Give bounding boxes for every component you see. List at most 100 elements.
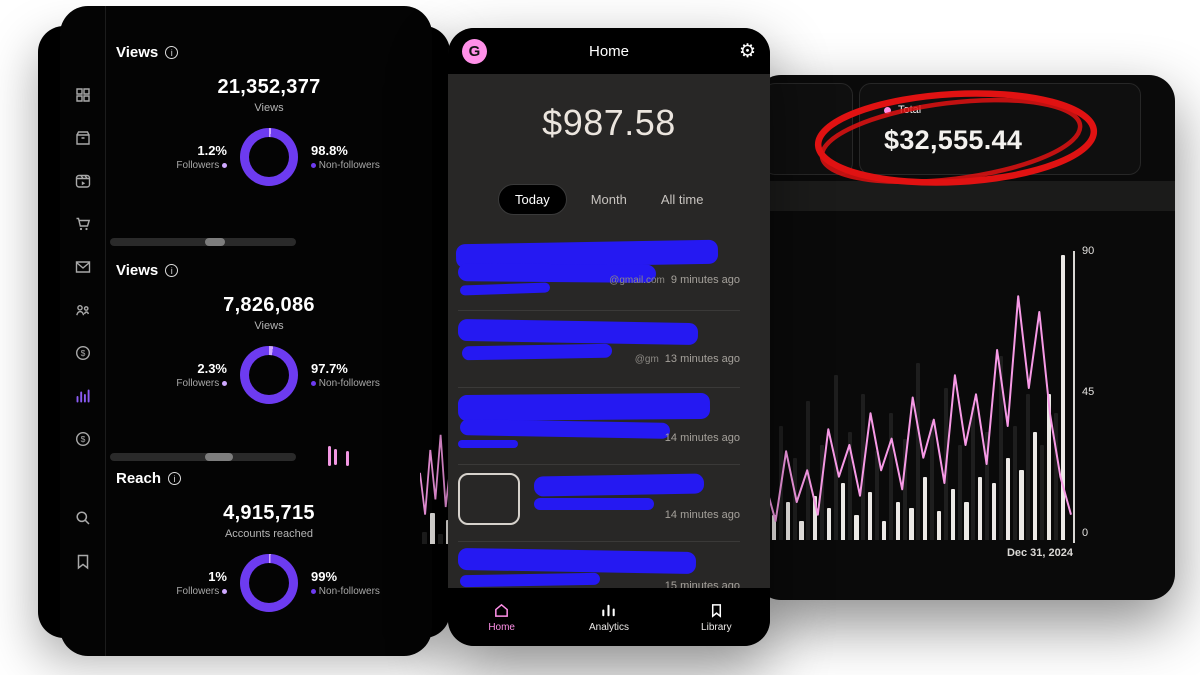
chart-bar bbox=[826, 508, 832, 540]
chart-bar bbox=[771, 515, 777, 540]
chart-bar bbox=[438, 534, 443, 544]
section-title: Views bbox=[116, 262, 159, 279]
payouts-icon[interactable]: $ bbox=[74, 430, 92, 448]
redaction-scribble bbox=[534, 498, 654, 510]
chart-bar bbox=[1019, 470, 1024, 540]
redaction-scribble bbox=[459, 282, 551, 296]
y-tick-label: 90 bbox=[1082, 245, 1095, 257]
email-fragment: @gm bbox=[634, 354, 659, 365]
info-icon[interactable]: i bbox=[168, 472, 182, 485]
chart-bar bbox=[923, 477, 928, 540]
home-icon bbox=[495, 603, 509, 617]
horizontal-scrollbar[interactable] bbox=[110, 453, 296, 461]
collab-icon[interactable] bbox=[74, 301, 92, 319]
chart-bar bbox=[847, 432, 852, 540]
timestamp: 14 minutes ago bbox=[664, 432, 740, 444]
nav-library[interactable]: Library bbox=[663, 588, 770, 646]
metric-caption: Accounts reached bbox=[224, 528, 314, 540]
chart-bar bbox=[820, 445, 825, 540]
horizontal-scrollbar[interactable] bbox=[110, 238, 296, 246]
x-axis-date-label: Dec 31, 2024 bbox=[1006, 547, 1073, 559]
timestamp: 14 minutes ago bbox=[664, 509, 740, 521]
redaction-scribble bbox=[459, 419, 671, 439]
tab-all-time[interactable]: All time bbox=[660, 192, 704, 207]
insights-section-views-1: Views i 21,352,377 Views 1.2% Followers … bbox=[106, 44, 432, 186]
scrollbar-thumb[interactable] bbox=[205, 238, 225, 246]
chart-bar bbox=[875, 451, 880, 540]
metric-value: 4,915,715 bbox=[223, 502, 315, 524]
section-title-row: Views i bbox=[106, 44, 432, 61]
nonfollowers-legend: 98.8% Non-followers bbox=[311, 143, 380, 171]
insights-icon[interactable] bbox=[74, 387, 92, 405]
orders-icon[interactable] bbox=[74, 129, 92, 147]
followers-dot bbox=[222, 380, 227, 386]
grid-icon[interactable] bbox=[74, 86, 92, 104]
nonfollowers-legend: 97.7% Non-followers bbox=[311, 361, 380, 389]
y-tick-label: 45 bbox=[1082, 386, 1095, 398]
metric-value: 21,352,377 bbox=[217, 76, 321, 98]
balance-amount: $987.58 bbox=[542, 102, 676, 143]
gear-icon[interactable]: ⚙ bbox=[738, 40, 756, 62]
nav-home[interactable]: Home bbox=[448, 588, 555, 646]
messages-icon[interactable] bbox=[74, 258, 92, 276]
info-icon[interactable]: i bbox=[165, 46, 179, 59]
section-title: Reach bbox=[116, 470, 162, 487]
period-tabs: Today Month All time bbox=[498, 184, 713, 215]
metric-caption: Views bbox=[254, 320, 284, 332]
earnings-line-chart bbox=[764, 295, 1072, 522]
tab-today[interactable]: Today bbox=[498, 184, 567, 215]
analytics-icon bbox=[602, 604, 616, 616]
transaction-row[interactable]: @gmail.com 9 minutes ago bbox=[455, 234, 740, 311]
chart-bar bbox=[833, 375, 838, 540]
reels-icon[interactable] bbox=[74, 172, 92, 190]
chart-bar bbox=[840, 483, 845, 540]
section-title-row: Reach i bbox=[106, 470, 432, 487]
insights-sidebar: $ $ bbox=[60, 6, 106, 656]
chart-bar bbox=[902, 439, 907, 540]
chart-bar bbox=[1012, 426, 1017, 540]
nonfollowers-dot bbox=[311, 162, 316, 168]
chart-bar bbox=[806, 401, 811, 540]
chart-bar bbox=[813, 496, 818, 540]
chart-bar bbox=[785, 502, 790, 540]
toolbar-strip bbox=[755, 181, 1175, 211]
app-logo[interactable]: G bbox=[462, 38, 487, 64]
saved-icon[interactable] bbox=[74, 553, 92, 571]
transaction-row[interactable]: 14 minutes ago bbox=[457, 388, 740, 465]
metric-value: 7,826,086 bbox=[223, 294, 315, 316]
insights-section-views-2: Views i 7,826,086 Views 2.3% Followers 9… bbox=[106, 262, 432, 404]
redaction-scribble bbox=[458, 440, 518, 448]
chart-bar bbox=[792, 458, 797, 540]
metric-caption: Views bbox=[254, 102, 284, 114]
chart-bar bbox=[430, 512, 435, 544]
pink-dot-icon bbox=[884, 106, 891, 114]
transaction-row[interactable]: @gm 13 minutes ago bbox=[457, 311, 740, 388]
donut-chart bbox=[240, 346, 298, 404]
transaction-row[interactable]: 14 minutes ago bbox=[458, 465, 740, 542]
tab-month[interactable]: Month bbox=[590, 192, 627, 207]
scrollbar-thumb[interactable] bbox=[205, 453, 233, 461]
chart-bar bbox=[916, 363, 921, 540]
y-axis-line bbox=[1073, 251, 1075, 543]
donut-row: 1% Followers 99% Non-followers bbox=[106, 554, 432, 612]
followers-dot bbox=[222, 588, 227, 594]
redaction-scribble bbox=[461, 343, 613, 361]
followers-legend: 1% Followers bbox=[176, 569, 227, 597]
search-icon[interactable] bbox=[74, 509, 92, 527]
section-title-row: Views i bbox=[106, 262, 432, 279]
chart-bar bbox=[1046, 394, 1052, 540]
earnings-dashboard-panel: Total $32,555.44 90 45 0 Dec 31, 2024 bbox=[755, 75, 1175, 600]
info-icon[interactable]: i bbox=[165, 264, 179, 277]
cart-icon[interactable] bbox=[74, 215, 92, 233]
email-fragment: @gmail.com bbox=[609, 275, 665, 286]
chart-bar bbox=[971, 407, 976, 540]
chart-bar bbox=[964, 502, 969, 540]
y-tick-label: 0 bbox=[1082, 527, 1089, 539]
total-legend: Total bbox=[884, 104, 1116, 116]
monetization-icon[interactable]: $ bbox=[74, 344, 92, 362]
chart-bar bbox=[991, 483, 997, 540]
nav-analytics[interactable]: Analytics bbox=[555, 588, 662, 646]
chart-bar bbox=[881, 521, 887, 540]
chart-bar bbox=[930, 420, 935, 540]
